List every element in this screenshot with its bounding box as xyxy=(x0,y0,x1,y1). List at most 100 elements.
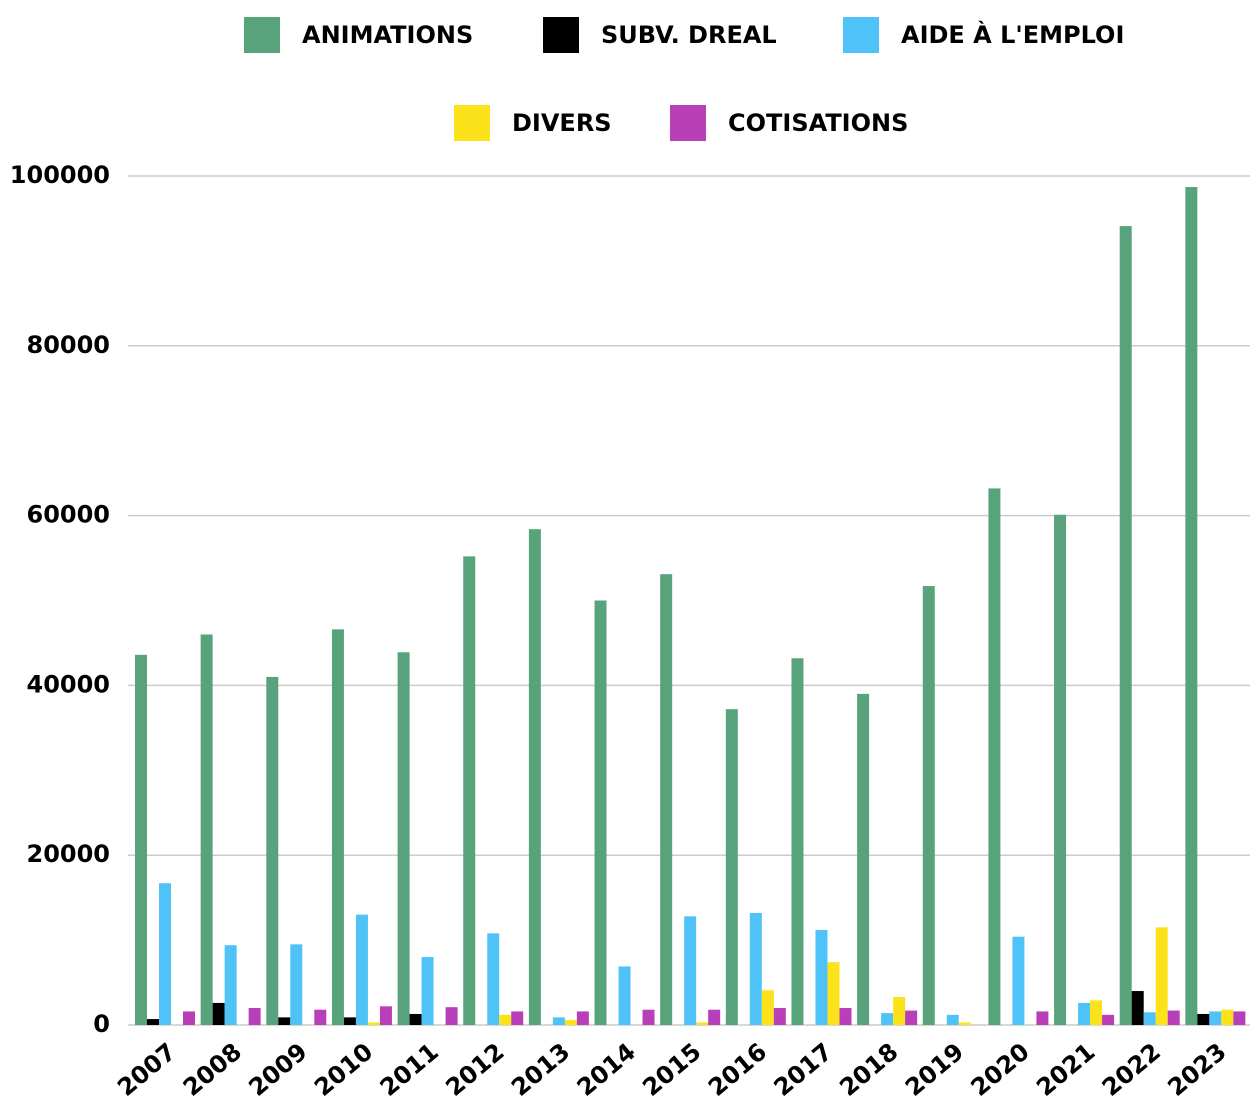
y-tick-label: 0 xyxy=(93,1010,110,1038)
bar xyxy=(1078,1002,1091,1025)
x-tick-label: 2019 xyxy=(900,1038,969,1102)
x-tick-label: 2012 xyxy=(440,1038,509,1102)
legend-swatch xyxy=(454,105,490,141)
legend-label: COTISATIONS xyxy=(728,109,908,137)
x-tick-label: 2013 xyxy=(506,1038,575,1102)
legend-label: SUBV. DREAL xyxy=(601,21,777,49)
bar xyxy=(1036,1011,1049,1025)
legend-swatch xyxy=(843,17,879,53)
bar xyxy=(379,1006,392,1025)
bar xyxy=(1102,1014,1115,1025)
x-tick-label: 2016 xyxy=(703,1038,772,1102)
bar xyxy=(343,1017,356,1025)
bar xyxy=(367,1022,380,1025)
bar xyxy=(1185,187,1198,1026)
x-tick-label: 2007 xyxy=(112,1038,181,1102)
bar xyxy=(1209,1011,1222,1025)
y-tick-label: 80000 xyxy=(27,331,111,359)
bar xyxy=(1054,514,1067,1025)
bar xyxy=(576,1011,589,1025)
bar xyxy=(248,1008,261,1025)
bar xyxy=(445,1007,458,1025)
bar xyxy=(958,1022,971,1025)
bar xyxy=(1197,1013,1210,1025)
bar xyxy=(397,652,410,1025)
bar xyxy=(684,916,697,1025)
bar xyxy=(290,944,303,1025)
bar xyxy=(200,634,213,1025)
bar xyxy=(761,990,774,1025)
legend-swatch xyxy=(670,105,706,141)
bar xyxy=(183,1011,195,1025)
bar xyxy=(564,1019,577,1025)
bar xyxy=(511,1011,524,1025)
legend-swatch xyxy=(244,17,280,53)
bar xyxy=(487,933,500,1025)
y-tick-label: 100000 xyxy=(10,161,110,189)
bar xyxy=(1012,936,1025,1025)
legend-label: DIVERS xyxy=(512,109,612,137)
x-tick-label: 2023 xyxy=(1163,1038,1232,1102)
legend-label: ANIMATIONS xyxy=(302,21,473,49)
bar xyxy=(696,1022,709,1025)
bar xyxy=(660,574,673,1025)
x-tick-label: 2017 xyxy=(769,1038,838,1102)
bar xyxy=(905,1010,918,1025)
x-tick-label: 2009 xyxy=(243,1038,312,1102)
bar xyxy=(594,600,607,1025)
bar xyxy=(266,676,279,1025)
bar xyxy=(642,1009,655,1025)
bar xyxy=(988,488,1001,1025)
legend-label: AIDE À L'EMPLOI xyxy=(901,20,1124,49)
x-tick-label: 2008 xyxy=(178,1038,247,1102)
bar xyxy=(725,709,738,1025)
bar xyxy=(791,658,804,1025)
bar xyxy=(463,556,476,1025)
bar xyxy=(159,883,171,1025)
bar xyxy=(1167,1010,1180,1025)
bar xyxy=(773,1008,786,1025)
x-tick-label: 2021 xyxy=(1031,1038,1100,1102)
bar xyxy=(147,1019,159,1025)
bar xyxy=(1233,1011,1246,1025)
bar xyxy=(212,1002,225,1025)
legend-swatch xyxy=(543,17,579,53)
bar xyxy=(839,1008,852,1025)
y-tick-label: 20000 xyxy=(27,840,111,868)
bar xyxy=(499,1014,512,1025)
x-tick-label: 2022 xyxy=(1097,1038,1166,1102)
bar xyxy=(409,1013,422,1025)
x-tick-label: 2011 xyxy=(375,1038,444,1102)
bar xyxy=(618,966,631,1025)
bar xyxy=(135,654,147,1025)
bar xyxy=(815,929,828,1025)
bar xyxy=(331,629,344,1025)
bar xyxy=(749,912,762,1025)
y-tick-label: 60000 xyxy=(27,501,111,529)
bar xyxy=(1119,226,1132,1025)
x-tick-label: 2010 xyxy=(309,1038,378,1102)
x-tick-label: 2020 xyxy=(966,1038,1035,1102)
bar xyxy=(1090,1000,1103,1025)
bar xyxy=(827,962,840,1025)
bar xyxy=(1155,927,1168,1025)
bar xyxy=(421,957,434,1025)
bar xyxy=(528,529,541,1025)
bar xyxy=(922,586,935,1025)
bar xyxy=(224,945,237,1025)
bar xyxy=(1131,991,1144,1025)
bar xyxy=(1221,1009,1234,1025)
bar xyxy=(946,1014,959,1025)
bar xyxy=(708,1009,721,1025)
x-tick-label: 2015 xyxy=(637,1038,706,1102)
bar xyxy=(355,914,368,1025)
bar xyxy=(552,1017,565,1025)
bar xyxy=(278,1017,291,1025)
x-tick-label: 2018 xyxy=(834,1038,903,1102)
bar xyxy=(881,1013,894,1025)
bar xyxy=(1143,1012,1156,1025)
x-tick-label: 2014 xyxy=(572,1038,641,1102)
bar xyxy=(893,996,906,1025)
bar xyxy=(857,693,870,1025)
